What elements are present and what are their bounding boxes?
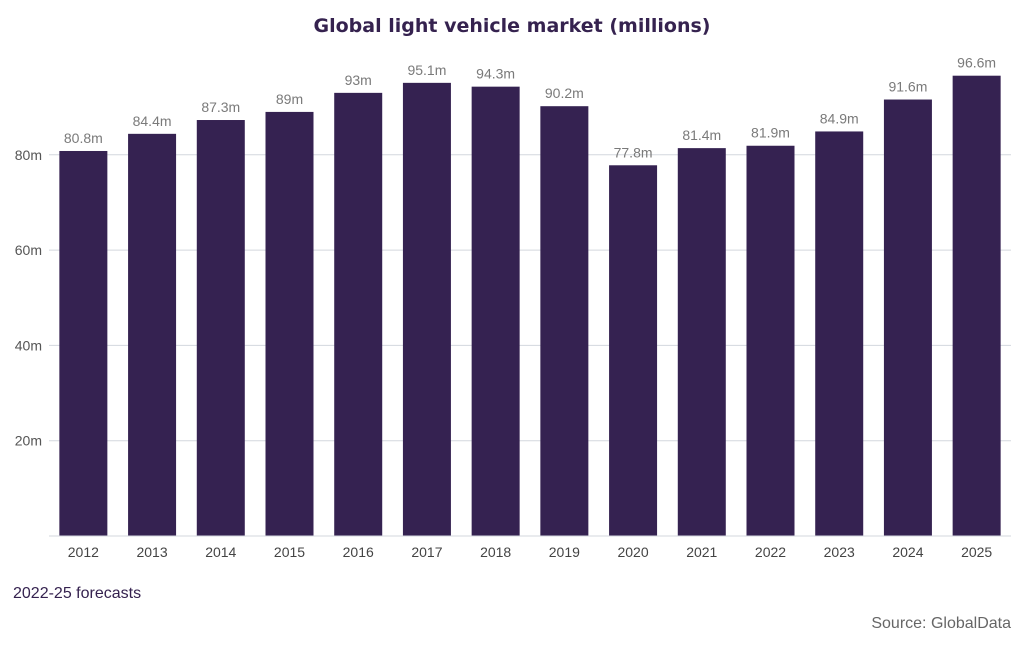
data-label: 81.4m (682, 127, 721, 143)
y-tick-label: 20m (15, 433, 42, 449)
data-label: 93m (345, 72, 372, 88)
bar-2024 (883, 99, 932, 536)
bars (59, 75, 1001, 537)
data-label: 89m (276, 91, 303, 107)
x-tick-label: 2024 (892, 544, 923, 560)
data-label: 81.9m (751, 125, 790, 141)
y-tick-label: 40m (15, 337, 42, 353)
bar-2020 (609, 165, 658, 536)
data-labels: 80.8m 84.4m 87.3m 89m 93m 95.1m 94.3m 90.2m 77.8… (64, 55, 996, 161)
bar-2015 (265, 111, 314, 536)
x-tick-label: 2021 (686, 544, 717, 560)
x-tick-label: 2013 (136, 544, 167, 560)
data-label: 90.2m (545, 85, 584, 101)
bar-2018 (471, 86, 520, 537)
x-axis-ticks: 2012 2013 2014 2015 2016 2017 2018 2019 2020 2021… (68, 544, 993, 560)
x-tick-label: 2025 (961, 544, 992, 560)
bar-2025 (952, 75, 1001, 537)
source-credit: Source: GlobalData (871, 615, 1011, 632)
y-axis-ticks: 20m 40m 60m 80m (15, 147, 42, 449)
y-tick-label: 80m (15, 147, 42, 163)
bar-2014 (196, 120, 245, 536)
bar-2021 (677, 148, 726, 536)
x-tick-label: 2012 (68, 544, 99, 560)
x-tick-label: 2023 (824, 544, 855, 560)
x-tick-label: 2018 (480, 544, 511, 560)
x-tick-label: 2020 (617, 544, 648, 560)
x-tick-label: 2017 (411, 544, 442, 560)
y-tick-label: 60m (15, 242, 42, 258)
x-tick-label: 2015 (274, 544, 305, 560)
data-label: 77.8m (614, 144, 653, 160)
bar-2012 (59, 150, 108, 536)
bar-2013 (128, 133, 177, 537)
gridlines (49, 154, 1011, 442)
data-label: 95.1m (407, 62, 446, 78)
data-label: 84.4m (133, 113, 172, 129)
chart-title: Global light vehicle market (millions) (314, 15, 711, 37)
x-tick-label: 2016 (343, 544, 374, 560)
bar-2016 (334, 92, 383, 536)
data-label: 80.8m (64, 130, 103, 146)
data-label: 84.9m (820, 110, 859, 126)
bar-2019 (540, 106, 589, 537)
data-label: 91.6m (888, 79, 927, 95)
x-tick-label: 2022 (755, 544, 786, 560)
bar-2023 (815, 131, 864, 536)
x-tick-label: 2019 (549, 544, 580, 560)
data-label: 94.3m (476, 66, 515, 82)
data-label: 87.3m (201, 99, 240, 115)
bar-2022 (746, 145, 795, 536)
forecast-note: 2022-25 forecasts (13, 585, 142, 602)
bar-2017 (402, 82, 451, 536)
data-label: 96.6m (957, 55, 996, 71)
x-tick-label: 2014 (205, 544, 236, 560)
